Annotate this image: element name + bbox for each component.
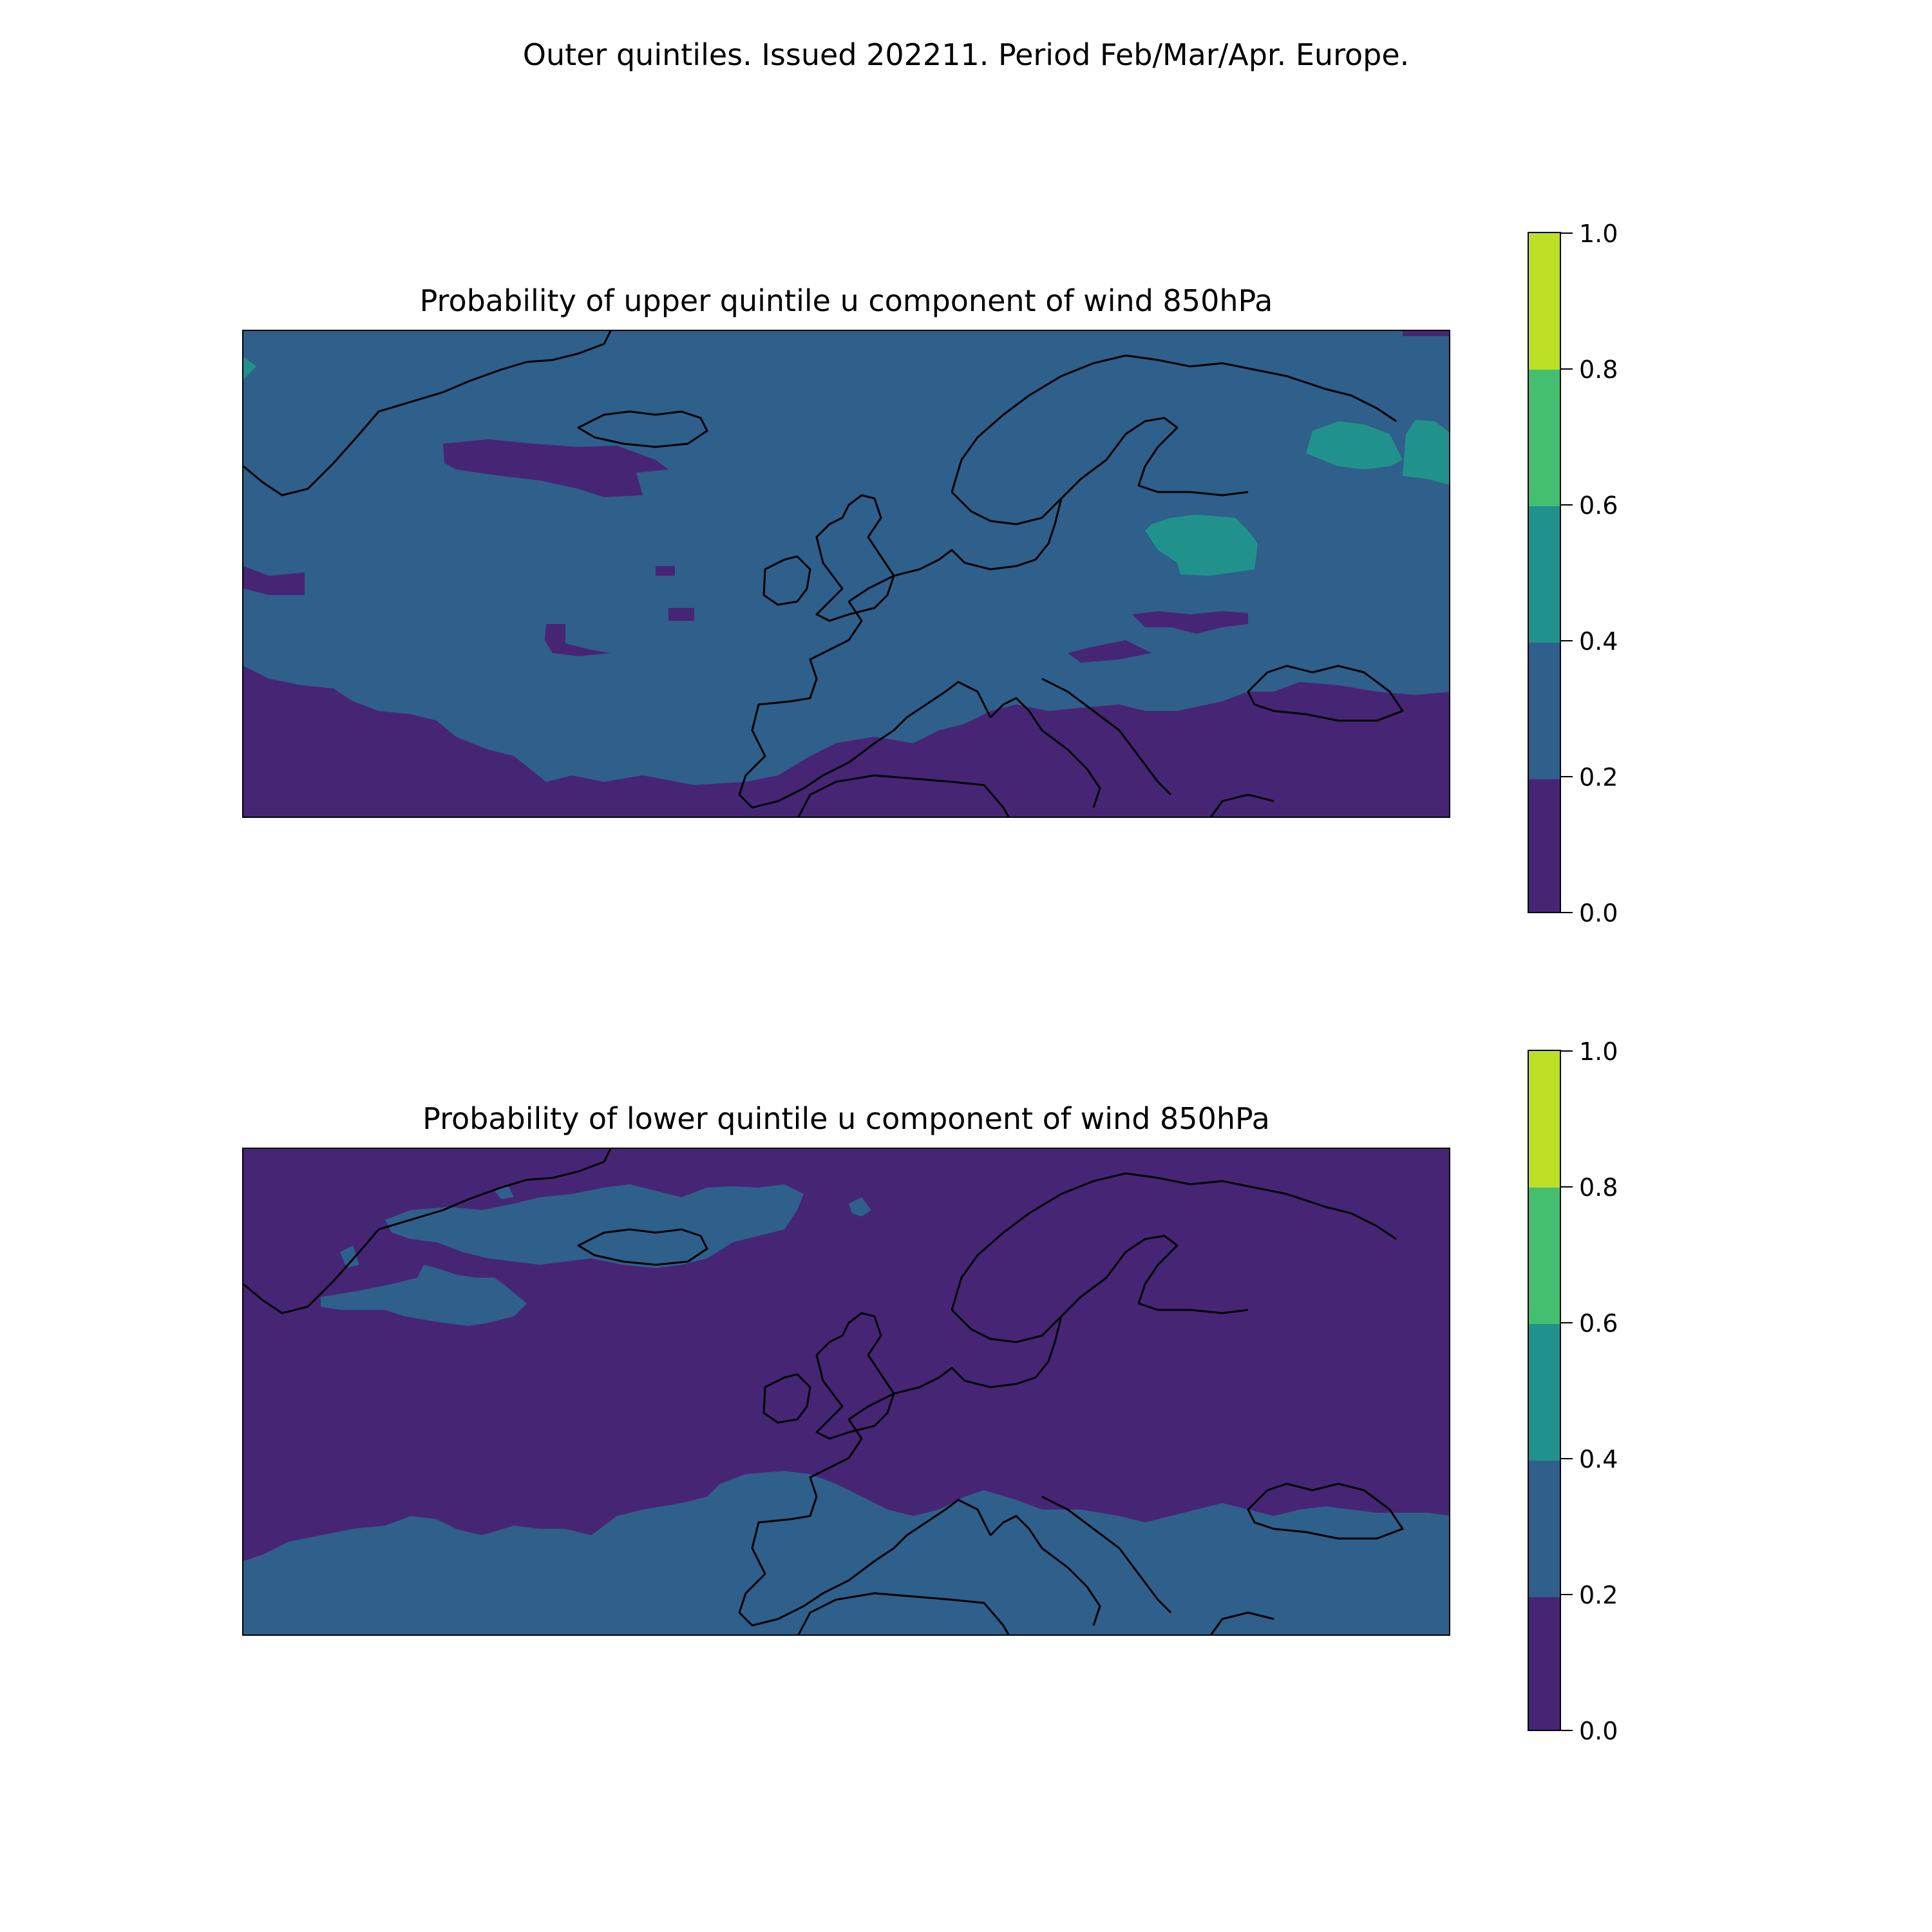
upper-mid-prob-far-east xyxy=(1403,420,1449,485)
lower-colorbar-segment-0.0-0.2 xyxy=(1529,1597,1560,1730)
lower-colorbar-label-0.6: 0.6 xyxy=(1579,1309,1618,1338)
upper-mid-prob-russia xyxy=(1306,421,1403,469)
upper-colorbar-label-0.0: 0.0 xyxy=(1579,899,1618,927)
upper-blob-biscay xyxy=(545,624,611,656)
lower-colorbar-label-1.0: 1.0 xyxy=(1579,1037,1618,1066)
upper-blob-east xyxy=(1132,611,1248,634)
lower-colorbar-label-0.4: 0.4 xyxy=(1579,1445,1618,1473)
upper-colorbar-segment-0.8-1.0 xyxy=(1529,233,1560,370)
upper-mid-prob-west-edge xyxy=(243,357,256,379)
upper-colorbar-tick-0.8 xyxy=(1561,368,1573,370)
upper-map-svg xyxy=(243,331,1449,817)
upper-colorbar-label-0.4: 0.4 xyxy=(1579,627,1618,656)
upper-mid-prob-baltic xyxy=(1145,515,1258,576)
lower-colorbar-tick-0.2 xyxy=(1561,1594,1573,1595)
upper-blob-west xyxy=(243,566,305,595)
lower-colorbar-tick-1.0 xyxy=(1561,1050,1573,1052)
upper-coastlines xyxy=(243,331,1404,817)
upper-colorbar xyxy=(1528,232,1561,913)
upper-blob-atlantic-north xyxy=(443,439,668,497)
lower-panel-title: Probability of lower quintile u componen… xyxy=(422,1101,1270,1136)
upper-colorbar-segment-0.6-0.8 xyxy=(1529,370,1560,506)
lower-top-patch xyxy=(495,1184,514,1199)
upper-panel-title: Probability of upper quintile u componen… xyxy=(419,283,1273,318)
lower-colorbar-tick-0.0 xyxy=(1561,1730,1573,1731)
upper-colorbar-label-0.8: 0.8 xyxy=(1579,355,1618,384)
upper-colorbar-segment-0.4-0.6 xyxy=(1529,506,1560,643)
upper-colorbar-label-0.6: 0.6 xyxy=(1579,491,1618,520)
lower-greenland-patch xyxy=(340,1245,359,1268)
upper-colorbar-tick-0.4 xyxy=(1561,640,1573,641)
lower-colorbar xyxy=(1528,1050,1561,1731)
lower-north-mid-region xyxy=(385,1184,804,1268)
upper-colorbar-tick-0.2 xyxy=(1561,776,1573,777)
upper-quintile-map xyxy=(242,330,1450,818)
lower-map-svg xyxy=(243,1149,1449,1634)
upper-colorbar-tick-0.0 xyxy=(1561,912,1573,913)
lower-east-patch xyxy=(849,1197,871,1217)
lower-colorbar-tick-0.6 xyxy=(1561,1322,1573,1323)
upper-south-low-region xyxy=(243,666,1449,817)
lower-quintile-map xyxy=(242,1148,1450,1636)
lower-colorbar-segment-0.4-0.6 xyxy=(1529,1324,1560,1461)
upper-blob-mid xyxy=(656,566,675,576)
lower-mid-atlantic-patch xyxy=(321,1265,527,1326)
upper-colorbar-segment-0.2-0.4 xyxy=(1529,643,1560,779)
lower-colorbar-tick-0.4 xyxy=(1561,1458,1573,1459)
lower-colorbar-label-0.0: 0.0 xyxy=(1579,1717,1618,1745)
upper-colorbar-segment-0.0-0.2 xyxy=(1529,779,1560,912)
lower-colorbar-tick-0.8 xyxy=(1561,1186,1573,1188)
figure-suptitle: Outer quintiles. Issued 202211. Period F… xyxy=(522,37,1410,72)
upper-blob-central-east xyxy=(1068,640,1151,663)
upper-blob-biscay2 xyxy=(668,608,694,621)
lower-colorbar-segment-0.8-1.0 xyxy=(1529,1051,1560,1188)
lower-colorbar-label-0.2: 0.2 xyxy=(1579,1581,1618,1609)
lower-coastlines xyxy=(243,1149,1404,1634)
upper-colorbar-label-0.2: 0.2 xyxy=(1579,763,1618,791)
upper-colorbar-label-1.0: 1.0 xyxy=(1579,220,1618,248)
lower-south-mid-region xyxy=(243,1471,1449,1634)
lower-colorbar-label-0.8: 0.8 xyxy=(1579,1173,1618,1202)
lower-colorbar-segment-0.6-0.8 xyxy=(1529,1188,1560,1324)
upper-colorbar-tick-1.0 xyxy=(1561,232,1573,234)
upper-blob-top-right xyxy=(1403,331,1449,336)
lower-colorbar-segment-0.2-0.4 xyxy=(1529,1461,1560,1597)
upper-colorbar-tick-0.6 xyxy=(1561,504,1573,506)
